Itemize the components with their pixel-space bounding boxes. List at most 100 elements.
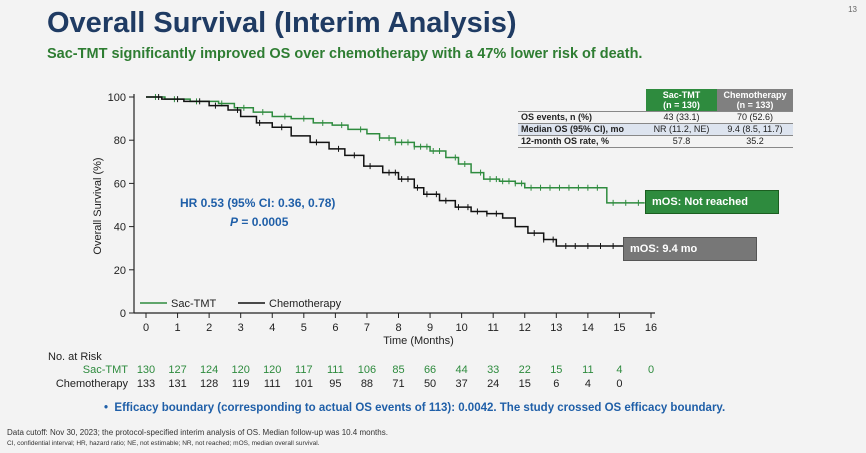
slide-subtitle: Sac-TMT significantly improved OS over c… [47, 46, 643, 62]
y-tick-label: 0 [120, 308, 126, 320]
at-risk-label-sac: Sac-TMT [82, 364, 128, 376]
chart-axes: 0 1 2 3 4 5 6 7 8 9 10 11 12 13 14 15 16020406080100Time… [92, 92, 657, 347]
stats-header-chemo-n: (n = 133) [736, 100, 774, 110]
at-risk-value-sac: 0 [647, 364, 655, 376]
stats-cell-chemo: 9.4 (8.5, 11.7) [717, 123, 793, 136]
at-risk-value-chemo: 6 [553, 378, 560, 390]
at-risk-value-chemo: 119 [231, 378, 250, 390]
stats-row-label: Median OS (95% CI), mo [518, 123, 646, 136]
y-tick-label: 20 [114, 265, 126, 277]
x-tick-label: 11 [487, 322, 498, 334]
at-risk-value-sac: 106 [357, 364, 377, 376]
at-risk-value-sac: 124 [199, 364, 219, 376]
x-tick-label: 6 [332, 322, 338, 334]
at-risk-value-sac: 11 [582, 364, 594, 376]
y-tick-label: 40 [114, 222, 126, 234]
y-tick-label: 100 [108, 92, 126, 104]
stats-header-sac-name: Sac-TMT [662, 90, 701, 100]
at-risk-value-chemo: 111 [263, 378, 281, 390]
legend-label-sac-tmt: Sac-TMT [171, 298, 217, 310]
stats-row-events: OS events, n (%) 43 (33.1) 70 (52.6) [518, 111, 793, 124]
y-axis-title: Overall Survival (%) [92, 157, 104, 254]
at-risk-value-chemo: 50 [423, 378, 437, 390]
at-risk-value-sac: 130 [136, 364, 156, 376]
at-risk-value-chemo: 24 [487, 378, 500, 390]
x-tick-label: 15 [613, 322, 625, 334]
x-tick-label: 16 [645, 322, 657, 334]
y-tick-label: 80 [114, 135, 126, 147]
stats-header-chemo: Chemotherapy (n = 133) [717, 89, 793, 112]
at-risk-value-sac: 33 [487, 364, 500, 376]
p-label: P [230, 215, 239, 229]
stats-table: Sac-TMT (n = 130) Chemotherapy (n = 133) O… [518, 89, 793, 148]
stats-cell-sac: NR (11.2, NE) [646, 123, 717, 136]
stats-table-corner [518, 89, 646, 112]
x-tick-label: 1 [175, 322, 181, 334]
x-tick-label: 12 [519, 322, 531, 334]
at-risk-value-sac: 4 [616, 364, 623, 376]
efficacy-bullet: • Efficacy boundary (corresponding to ac… [104, 402, 726, 414]
at-risk-value-sac: 85 [392, 364, 405, 376]
at-risk-value-chemo: 101 [294, 378, 313, 390]
at-risk-value-sac: 127 [168, 364, 187, 376]
x-tick-label: 7 [364, 322, 370, 334]
stats-header-sac-n: (n = 130) [663, 100, 700, 110]
x-tick-label: 3 [238, 322, 244, 334]
at-risk-value-chemo: 95 [329, 378, 342, 390]
at-risk-value-sac: 117 [295, 364, 313, 376]
at-risk-value-chemo: 88 [360, 378, 374, 390]
p-value: = 0.0005 [238, 215, 289, 229]
mos-sac-label: mOS: Not reached [645, 190, 779, 214]
at-risk-value-chemo: 128 [199, 378, 219, 390]
stats-header-sac: Sac-TMT (n = 130) [646, 89, 717, 112]
series-line-chemotherapy [146, 96, 626, 247]
at-risk-value-sac: 111 [327, 364, 344, 376]
at-risk-value-sac: 15 [550, 364, 563, 376]
at-risk-label-chemo: Chemotherapy [55, 378, 128, 390]
at-risk-value-sac: 22 [518, 364, 531, 376]
x-tick-label: 14 [582, 322, 594, 334]
x-tick-label: 8 [395, 322, 401, 334]
at-risk-value-chemo: 131 [168, 378, 187, 390]
x-tick-label: 5 [301, 322, 307, 334]
x-tick-label: 9 [427, 322, 433, 334]
mos-chemo-label: mOS: 9.4 mo [623, 237, 757, 261]
footnote-abbreviations: CI, confidential interval; HR, hazard ra… [7, 440, 320, 447]
at-risk-value-chemo: 71 [392, 378, 405, 390]
x-tick-label: 0 [143, 322, 149, 334]
y-tick-label: 60 [114, 178, 126, 190]
hazard-ratio-annotation: HR 0.53 (95% CI: 0.36, 0.78) [180, 196, 336, 210]
at-risk-value-sac: 44 [455, 364, 468, 376]
at-risk-title: No. at Risk [48, 351, 102, 363]
x-tick-label: 13 [550, 322, 562, 334]
x-tick-label: 2 [206, 322, 212, 334]
x-axis-title: Time (Months) [383, 335, 454, 347]
slide-number: 13 [848, 5, 857, 14]
slide-title: Overall Survival (Interim Analysis) [47, 7, 517, 39]
stats-cell-chemo: 35.2 [717, 135, 793, 148]
at-risk-value-sac: 120 [231, 364, 250, 376]
at-risk-value-sac: 66 [423, 364, 437, 376]
stats-row-median: Median OS (95% CI), mo NR (11.2, NE) 9.4… [518, 123, 793, 136]
x-tick-label: 4 [269, 322, 275, 334]
stats-row-12mo: 12-month OS rate, % 57.8 35.2 [518, 135, 793, 148]
at-risk-value-sac: 120 [263, 364, 282, 376]
stats-cell-sac: 43 (33.1) [646, 111, 717, 124]
legend-label-chemotherapy: Chemotherapy [269, 298, 342, 310]
stats-row-label: 12-month OS rate, % [518, 135, 646, 148]
at-risk-value-chemo: 15 [518, 378, 531, 390]
at-risk-value-chemo: 0 [616, 378, 623, 390]
chart-legend: Sac-TMT Chemotherapy [140, 298, 342, 310]
efficacy-bullet-text: Efficacy boundary (corresponding to actu… [114, 402, 726, 414]
stats-cell-sac: 57.8 [646, 135, 717, 148]
stats-header-chemo-name: Chemotherapy [723, 90, 787, 100]
stats-row-label: OS events, n (%) [518, 111, 646, 124]
footnote-cutoff: Data cutoff: Nov 30, 2023; the protocol-… [7, 428, 388, 437]
series-layer [146, 94, 645, 250]
at-risk-value-chemo: 133 [136, 378, 156, 390]
at-risk-value-chemo: 37 [455, 378, 468, 390]
at-risk-value-chemo: 4 [584, 378, 591, 390]
x-tick-label: 10 [456, 322, 468, 334]
stats-cell-chemo: 70 (52.6) [717, 111, 793, 124]
